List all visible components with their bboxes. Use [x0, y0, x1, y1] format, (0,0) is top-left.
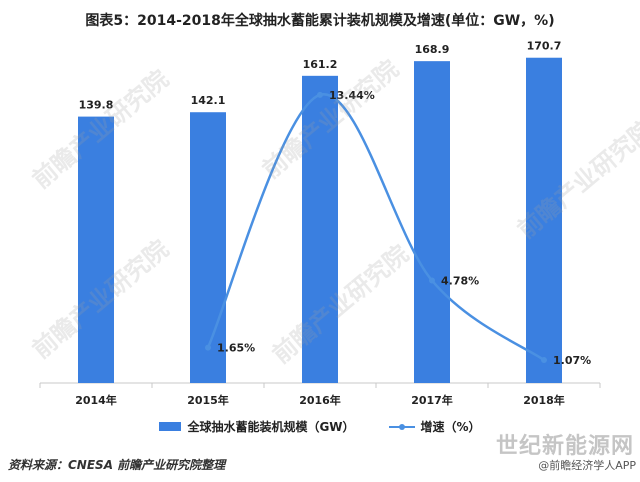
bar — [302, 75, 338, 383]
bar-data-label: 139.8 — [79, 99, 114, 112]
bar — [190, 112, 226, 384]
growth-data-label: 1.07% — [553, 354, 591, 367]
bar-data-label: 142.1 — [191, 94, 226, 107]
x-tick-label: 2014年 — [75, 393, 117, 407]
app-watermark: @前瞻经济学人APP — [538, 459, 636, 472]
growth-point — [429, 277, 435, 284]
x-tick-label: 2018年 — [523, 393, 565, 407]
legend-label-line: 增速（%） — [420, 420, 481, 434]
legend-label-bar: 全球抽水蓄能装机规模（GW） — [187, 420, 355, 434]
growth-line — [206, 93, 545, 362]
x-tick-label: 2017年 — [411, 393, 453, 407]
legend-item-bar: 全球抽水蓄能装机规模（GW） — [159, 418, 355, 435]
bar-data-label: 161.2 — [303, 58, 338, 71]
legend-item-line: 增速（%） — [388, 418, 481, 435]
bar — [78, 116, 114, 383]
growth-data-label: 13.44% — [329, 89, 375, 102]
bar-data-label: 170.7 — [527, 40, 562, 53]
legend-swatch-line — [388, 422, 415, 432]
growth-point — [317, 91, 323, 98]
legend-swatch-bar — [159, 422, 182, 431]
growth-point — [541, 357, 547, 364]
growth-point — [205, 344, 211, 351]
bar-data-label: 168.9 — [415, 43, 450, 56]
growth-data-label: 1.65% — [217, 342, 255, 355]
bar — [526, 57, 562, 383]
site-watermark: 世纪新能源网 — [495, 434, 634, 459]
chart-legend: 全球抽水蓄能装机规模（GW） 增速（%） — [0, 418, 640, 435]
chart-title: 图表5：2014-2018年全球抽水蓄能累计装机规模及增速(单位：GW，%) — [85, 13, 555, 29]
growth-data-label: 4.78% — [441, 275, 479, 288]
bar — [414, 61, 450, 383]
source-note: 资料来源：CNESA 前瞻产业研究院整理 — [8, 458, 226, 472]
x-tick-label: 2016年 — [299, 393, 341, 407]
x-tick-label: 2015年 — [187, 393, 229, 407]
